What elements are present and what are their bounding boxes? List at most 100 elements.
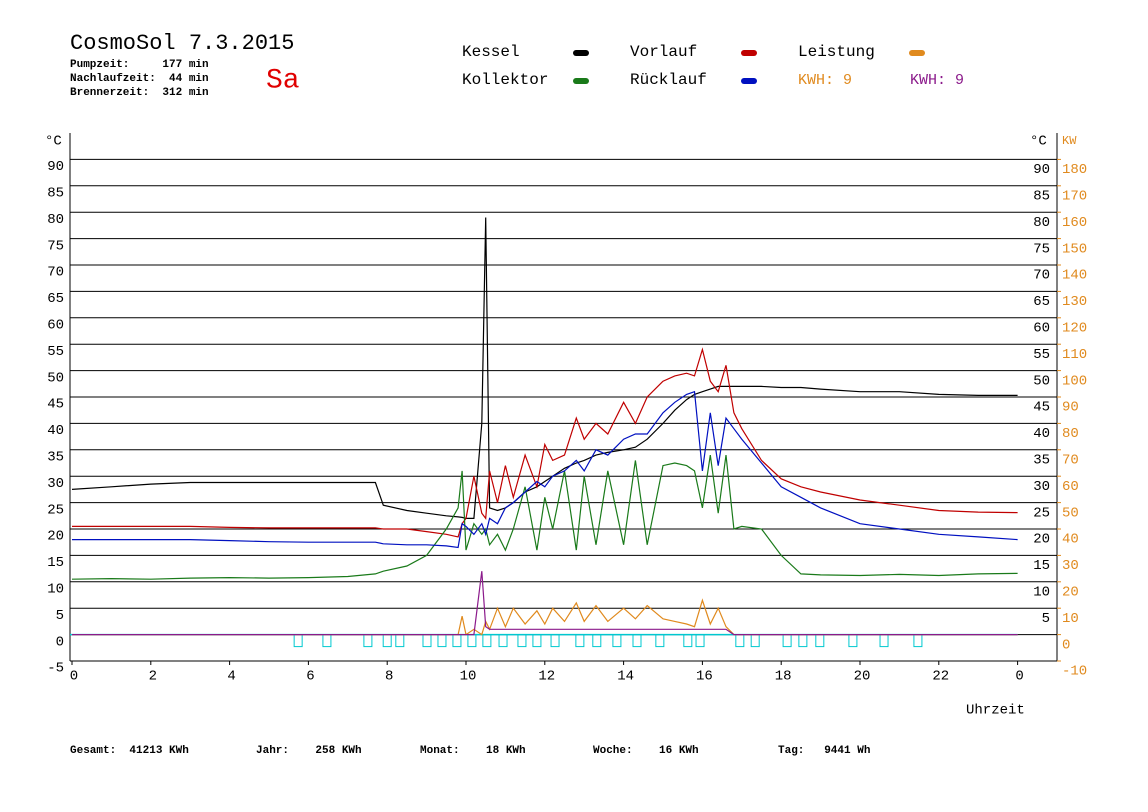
y2-tick-label: 60: [1062, 479, 1079, 495]
y-tick-label: 80: [47, 212, 64, 228]
y-tick-label: 30: [47, 476, 64, 492]
y2-tick-label: 140: [1062, 268, 1087, 284]
x-tick-label: 14: [617, 669, 634, 685]
y2-tick-label: 10: [1062, 611, 1079, 627]
y-tick-label: 35: [47, 450, 64, 466]
y-right-tick-label: 65: [1033, 294, 1050, 310]
y2-tick-label: 70: [1062, 453, 1079, 469]
x-tick-label: 8: [385, 669, 393, 685]
pump-box: [482, 634, 492, 648]
pump-box: [612, 634, 622, 648]
y-right-tick-label: 75: [1033, 241, 1050, 257]
x-axis-label: Uhrzeit: [966, 703, 1025, 719]
legend-label: Rücklauf: [630, 71, 707, 89]
y-tick-label: 90: [47, 159, 64, 175]
x-tick-label: 18: [775, 669, 792, 685]
y-tick-label: 50: [47, 370, 64, 386]
y-tick-label: 20: [47, 529, 64, 545]
y-right-tick-label: 15: [1033, 558, 1050, 574]
y-tick-label: 85: [47, 186, 64, 202]
y-tick-label: 45: [47, 397, 64, 413]
y2-tick-label: 50: [1062, 505, 1079, 521]
x-tick-label: 22: [932, 669, 949, 685]
y-tick-label: 15: [47, 555, 64, 571]
y-right-tick-label: 55: [1033, 347, 1050, 363]
x-tick-label: 0: [70, 669, 78, 685]
y2-tick-label: 100: [1062, 373, 1087, 389]
pump-box: [517, 634, 527, 648]
chart-title: CosmoSol 7.3.2015: [70, 31, 294, 56]
y2-tick-label: 40: [1062, 532, 1079, 548]
y-right-tick-label: 90: [1033, 162, 1050, 178]
y-tick-label: -5: [47, 661, 64, 677]
info-line: Pumpzeit: 177 min: [70, 59, 209, 71]
series-line: [71, 455, 1018, 580]
y2-tick-label: 160: [1062, 215, 1087, 231]
legend-label: Kollektor: [462, 71, 548, 89]
y-right-tick-label: 5: [1042, 611, 1050, 627]
pump-box: [592, 634, 602, 648]
kwh-label: KWH: 9: [798, 72, 852, 89]
x-tick-label: 2: [149, 669, 157, 685]
pump-box: [550, 634, 560, 648]
y2-tick-label: 180: [1062, 162, 1087, 178]
legend-label: Leistung: [798, 43, 875, 61]
y-tick-label: 0: [56, 634, 64, 650]
y-right-tick-label: 85: [1033, 189, 1050, 205]
y-right-tick-label: 60: [1033, 321, 1050, 337]
legend-label: Vorlauf: [630, 43, 697, 61]
total-label: Gesamt: 41213 KWh: [70, 745, 189, 757]
y-right-tick-label: 50: [1033, 373, 1050, 389]
x-tick-label: 4: [227, 669, 235, 685]
y-right-tick-label: 30: [1033, 479, 1050, 495]
y-tick-label: 60: [47, 318, 64, 334]
y-tick-label: 10: [47, 582, 64, 598]
y-right-tick-label: 35: [1033, 453, 1050, 469]
series-line: [72, 347, 1018, 538]
y2-tick-label: 90: [1062, 400, 1079, 416]
info-line: Nachlaufzeit: 44 min: [70, 73, 209, 85]
info-line: Brennerzeit: 312 min: [70, 87, 209, 99]
y-axis-label-right: °C: [1030, 134, 1047, 150]
y-tick-label: 75: [47, 238, 64, 254]
y-right-tick-label: 20: [1033, 532, 1050, 548]
total-label: Woche: 16 KWh: [593, 745, 699, 757]
y-tick-label: 65: [47, 291, 64, 307]
kwh-label: KWH: 9: [910, 72, 964, 89]
y2-tick-label: 170: [1062, 189, 1087, 205]
y-tick-label: 55: [47, 344, 64, 360]
pump-box: [655, 634, 665, 648]
pump-box: [575, 634, 585, 648]
x-tick-label: 12: [538, 669, 555, 685]
x-tick-label: 0: [1015, 669, 1023, 685]
y2-tick-label: 20: [1062, 585, 1079, 601]
pump-box: [532, 634, 542, 648]
y-axis-label: °C: [45, 134, 62, 150]
y-right-tick-label: 10: [1033, 585, 1050, 601]
series-line: [72, 390, 1018, 549]
y2-axis-label: KW: [1062, 134, 1077, 148]
x-tick-label: 20: [854, 669, 871, 685]
total-label: Monat: 18 KWh: [420, 745, 526, 757]
total-label: Tag: 9441 Wh: [778, 745, 870, 757]
total-label: Jahr: 258 KWh: [256, 745, 362, 757]
y-right-tick-label: 70: [1033, 268, 1050, 284]
x-tick-label: 6: [306, 669, 314, 685]
series-line: [71, 217, 1018, 519]
series-line: [72, 571, 1018, 636]
y2-tick-label: 30: [1062, 558, 1079, 574]
y2-tick-label: 120: [1062, 321, 1087, 337]
pump-box: [695, 634, 705, 648]
y2-tick-label: 130: [1062, 294, 1087, 310]
x-tick-label: 10: [460, 669, 477, 685]
y-right-tick-label: 25: [1033, 505, 1050, 521]
y-right-tick-label: 40: [1033, 426, 1050, 442]
y-tick-label: 5: [56, 608, 64, 624]
y2-tick-label: 150: [1062, 241, 1087, 257]
y-right-tick-label: 80: [1033, 215, 1050, 231]
y2-tick-label: -10: [1062, 664, 1087, 680]
y-tick-label: 70: [47, 265, 64, 281]
y2-tick-label: 80: [1062, 426, 1079, 442]
